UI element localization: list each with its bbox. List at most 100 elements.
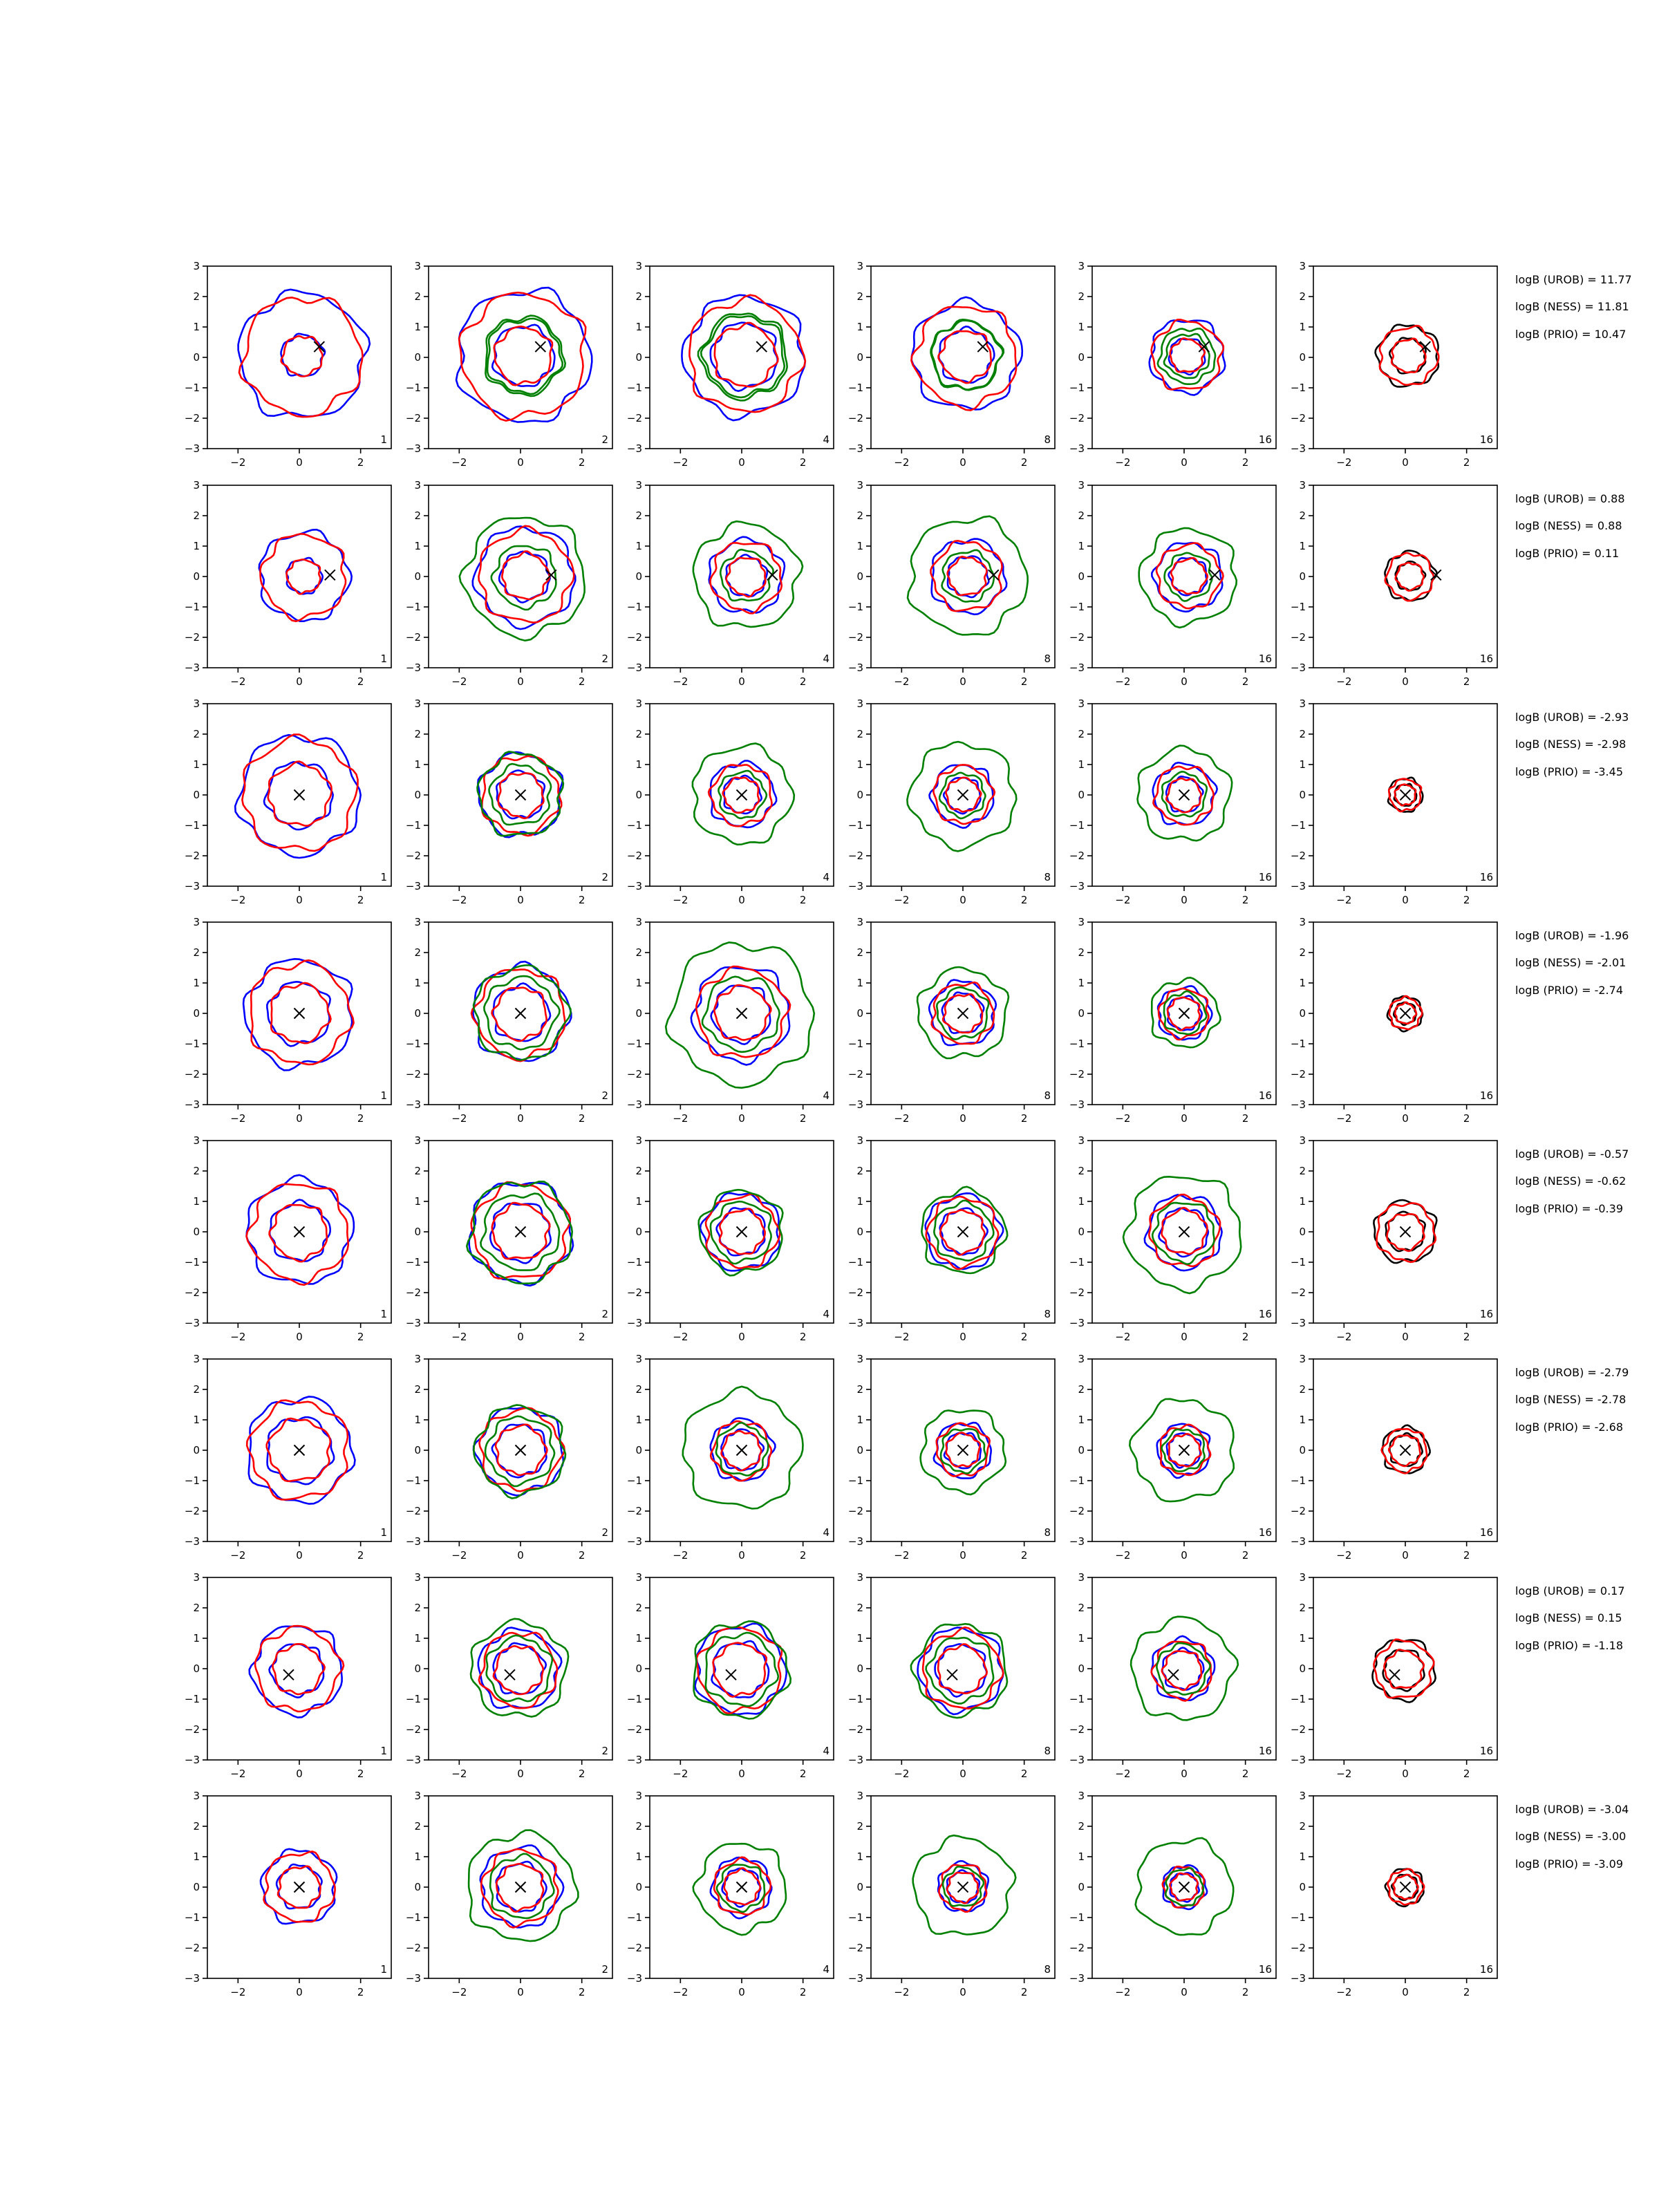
x-tick-label: 0 [517, 1331, 524, 1343]
red-contour-line [496, 1863, 545, 1913]
green-contour-line [697, 1188, 784, 1277]
plot-area [455, 286, 593, 423]
panel-n-label: 2 [601, 653, 608, 665]
blue-contour-line [934, 1643, 988, 1698]
y-tick-label: 3 [1299, 1134, 1306, 1147]
y-tick-label: −3 [1069, 442, 1085, 455]
x-marker-stroke [735, 1444, 748, 1456]
x-tick-label: 2 [579, 1768, 585, 1780]
y-tick-label: 1 [635, 758, 642, 771]
y-tick-label: 0 [414, 570, 421, 583]
x-marker [957, 1881, 969, 1893]
y-tick-label: 1 [1078, 977, 1085, 989]
red-contour-line [937, 1643, 988, 1695]
panel-n-label: 1 [380, 653, 387, 665]
x-marker [1389, 1669, 1400, 1681]
blue-contour-line [690, 966, 791, 1066]
y-tick-label: −1 [1291, 601, 1306, 613]
axes-frame [1313, 265, 1498, 449]
red-contour-line [1383, 1649, 1425, 1689]
green-contour-line [1163, 990, 1208, 1035]
y-tick-label: −3 [406, 1535, 421, 1548]
y-tick-label: 3 [1299, 260, 1306, 272]
y-tick-label: 2 [1299, 1820, 1306, 1833]
plot-area [245, 1396, 356, 1505]
x-tick-label: 0 [1402, 456, 1409, 469]
subplot-r5-c2: −2 0 2 −3 −2 −1 0 1 2 3 2 [406, 1134, 613, 1343]
row-annotations-1: logB (UROB) = 11.77 logB (NESS) = 11.81 lo… [1515, 273, 1632, 341]
x-tick-label: −2 [673, 456, 688, 469]
y-tick-label: 1 [414, 1414, 421, 1426]
red-contour-line [250, 959, 355, 1066]
x-tick-label: −2 [1336, 1986, 1351, 1998]
red-contour-line [935, 1422, 991, 1477]
axes-frame [207, 1577, 392, 1761]
green-contour-line [1156, 327, 1217, 385]
subplot-r4-c1: −2 0 2 −3 −2 −1 0 1 2 3 1 [185, 916, 392, 1125]
y-tick-label: −2 [185, 1505, 200, 1517]
x-marker-stroke [735, 789, 748, 801]
y-tick-label: 3 [193, 1134, 200, 1147]
red-contour-line [1388, 995, 1423, 1031]
y-tick-label: 0 [1078, 351, 1085, 364]
x-tick-label: −2 [1115, 1549, 1130, 1562]
black-contour-line [1389, 337, 1427, 375]
y-tick-label: −2 [406, 1068, 421, 1080]
x-tick-label: 2 [357, 1986, 364, 1998]
blue-contour-line [479, 1844, 565, 1929]
y-tick-label: 0 [1078, 570, 1085, 583]
blue-contour-line [259, 1848, 338, 1925]
subplot-r7-c3: −2 0 2 −3 −2 −1 0 1 2 3 4 [627, 1571, 834, 1780]
y-tick-label: 2 [193, 1602, 200, 1614]
blue-contour-line [1152, 761, 1219, 826]
plot-area [237, 288, 371, 418]
logb-prio-label: logB (PRIO) = -1.18 [1515, 1639, 1623, 1652]
red-contour-line [238, 297, 364, 418]
axes-frame [1091, 485, 1277, 668]
green-contour-line [484, 1415, 556, 1488]
x-tick-label: 2 [1242, 1986, 1249, 1998]
x-marker [514, 789, 527, 801]
red-contour-line [713, 321, 779, 388]
x-tick-label: −2 [1336, 1112, 1351, 1125]
blue-contour-line [498, 550, 552, 603]
red-contour-line [722, 776, 760, 814]
y-tick-label: 2 [1078, 1165, 1085, 1177]
x-tick-label: −2 [673, 894, 688, 906]
x-marker [293, 1007, 306, 1020]
y-tick-label: −2 [185, 412, 200, 424]
y-tick-label: 0 [1299, 351, 1306, 364]
y-tick-label: −1 [185, 601, 200, 613]
logb-prio-label: logB (PRIO) = -0.39 [1515, 1202, 1623, 1215]
y-tick-label: −1 [1291, 382, 1306, 394]
y-tick-label: −3 [1069, 880, 1085, 892]
red-contour-line [265, 1417, 332, 1483]
panel-n-label: 1 [380, 1308, 387, 1320]
blue-contour-line [937, 325, 995, 384]
x-marker [545, 569, 557, 581]
logb-urob-label: logB (UROB) = -1.96 [1515, 929, 1629, 942]
subplot-r1-c1: −2 0 2 −3 −2 −1 0 1 2 3 1 [185, 260, 392, 469]
x-marker [1178, 1007, 1190, 1020]
x-marker-stroke [1209, 569, 1221, 581]
red-contour-line [945, 1432, 982, 1468]
y-tick-label: −2 [1291, 1505, 1306, 1517]
y-tick-label: 1 [1078, 540, 1085, 552]
x-tick-label: 2 [1242, 1112, 1249, 1125]
panel-n-label: 16 [1259, 1526, 1272, 1539]
y-tick-label: 3 [193, 916, 200, 928]
y-tick-label: 3 [414, 1134, 421, 1147]
y-tick-label: −3 [406, 880, 421, 892]
y-tick-label: 1 [193, 977, 200, 989]
x-tick-label: 0 [1402, 1549, 1409, 1562]
y-tick-label: 1 [1299, 1850, 1306, 1863]
axes-frame [1091, 265, 1277, 449]
x-tick-label: 2 [579, 1986, 585, 1998]
x-tick-label: 2 [1242, 675, 1249, 688]
red-contour-line [1169, 337, 1206, 373]
y-tick-label: −1 [185, 1693, 200, 1705]
x-marker [957, 1444, 969, 1456]
y-tick-label: 2 [635, 728, 642, 740]
x-marker [1178, 1444, 1190, 1456]
plot-area [906, 740, 1018, 852]
